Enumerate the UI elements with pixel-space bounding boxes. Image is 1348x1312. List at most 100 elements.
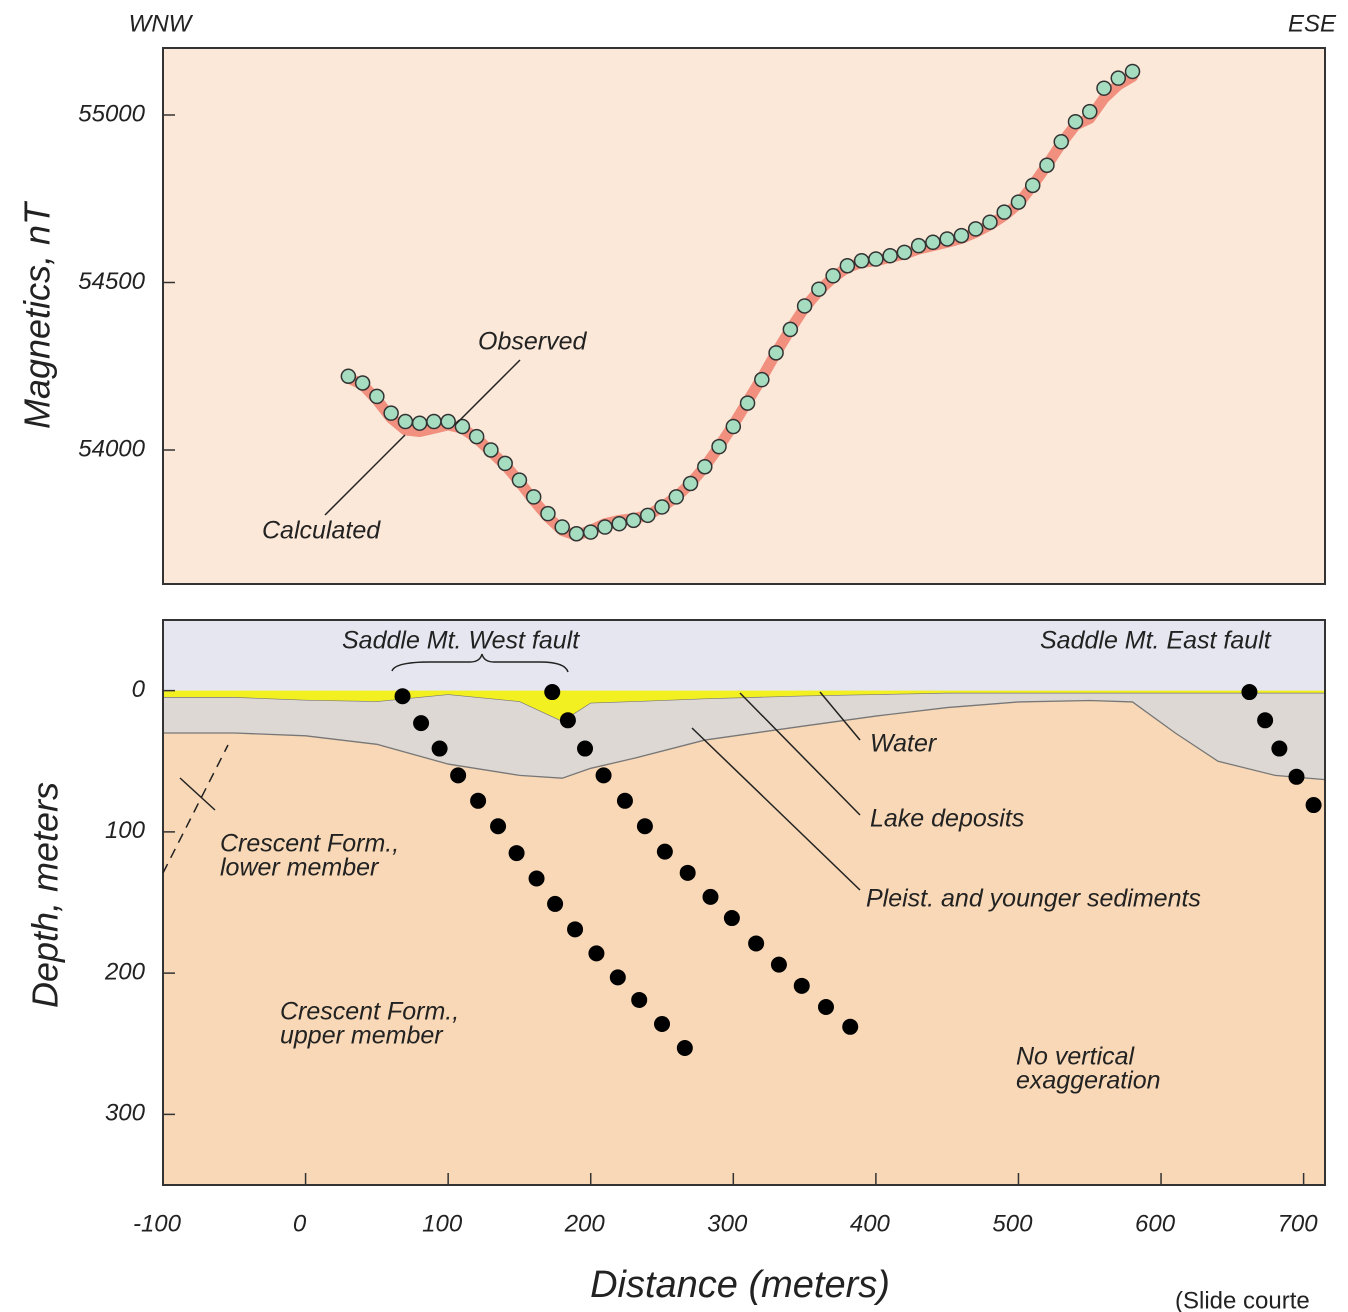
fault-point xyxy=(680,865,696,881)
observed-point xyxy=(855,254,869,268)
unit-label: upper member xyxy=(280,1022,444,1050)
observed-point xyxy=(741,396,755,410)
observed-point xyxy=(1111,71,1125,85)
observed-point xyxy=(627,513,641,527)
y-tick-label: 54000 xyxy=(78,435,145,462)
fault-point xyxy=(657,844,673,860)
x-tick-label: 0 xyxy=(293,1210,307,1237)
x-tick-label: 100 xyxy=(422,1210,463,1237)
observed-point xyxy=(726,420,740,434)
observed-point xyxy=(1040,158,1054,172)
y-tick-label: 54500 xyxy=(78,268,145,295)
series-label: Observed xyxy=(478,328,587,356)
observed-point xyxy=(1054,135,1068,149)
observed-point xyxy=(527,490,541,504)
fault-point xyxy=(1257,712,1273,728)
y-tick-label: 55000 xyxy=(78,100,145,127)
observed-point xyxy=(769,346,783,360)
observed-point xyxy=(897,245,911,259)
observed-point xyxy=(840,259,854,273)
observed-point xyxy=(598,520,612,534)
observed-point xyxy=(441,415,455,429)
fault-point xyxy=(432,741,448,757)
y-axis-title: Magnetics, nT xyxy=(17,200,58,429)
series-label: Calculated xyxy=(262,517,381,545)
observed-point xyxy=(370,389,384,403)
fault-point xyxy=(450,767,466,783)
fault-point xyxy=(771,957,787,973)
unit-label: lower member xyxy=(220,854,380,882)
fault-point xyxy=(637,818,653,834)
observed-point xyxy=(555,520,569,534)
observed-point xyxy=(969,222,983,236)
observed-point xyxy=(912,239,926,253)
fault-point xyxy=(577,741,593,757)
observed-point xyxy=(341,369,355,383)
fault-point xyxy=(654,1016,670,1032)
fault-point xyxy=(560,712,576,728)
y-tick-label: 300 xyxy=(105,1100,146,1127)
observed-point xyxy=(940,232,954,246)
observed-point xyxy=(1068,115,1082,129)
observed-point xyxy=(712,440,726,454)
layer-label: Pleist. and younger sediments xyxy=(866,885,1201,913)
observed-point xyxy=(356,376,370,390)
observed-point xyxy=(698,460,712,474)
fault-point xyxy=(529,870,545,886)
observed-point xyxy=(384,406,398,420)
observed-point xyxy=(826,269,840,283)
fault-point xyxy=(610,969,626,985)
observed-point xyxy=(398,415,412,429)
fault-point xyxy=(617,793,633,809)
observed-point xyxy=(427,415,441,429)
observed-point xyxy=(755,373,769,387)
layer-label: Lake deposits xyxy=(870,805,1024,833)
observed-point xyxy=(954,229,968,243)
note: exaggeration xyxy=(1016,1067,1161,1095)
fault-point xyxy=(842,1019,858,1035)
y-tick-label: 100 xyxy=(105,817,146,844)
fault-point xyxy=(470,793,486,809)
observed-point xyxy=(869,252,883,266)
fault-point xyxy=(544,684,560,700)
observed-point xyxy=(1083,105,1097,119)
observed-point xyxy=(669,490,683,504)
fault-point xyxy=(1288,769,1304,785)
fault-point xyxy=(1271,741,1287,757)
direction-label: WNW xyxy=(129,10,194,37)
observed-point xyxy=(812,282,826,296)
observed-point xyxy=(783,322,797,336)
fault-point xyxy=(1241,684,1257,700)
fault-point xyxy=(702,889,718,905)
observed-point xyxy=(470,430,484,444)
fault-label: Saddle Mt. West fault xyxy=(342,627,580,655)
layer-label: Water xyxy=(870,730,938,758)
observed-point xyxy=(798,299,812,313)
x-tick-label: -100 xyxy=(133,1210,182,1237)
x-axis-title: Distance (meters) xyxy=(590,1264,890,1306)
observed-point xyxy=(484,443,498,457)
fault-point xyxy=(509,845,525,861)
figure: 5400054500550000100200300-10001002003004… xyxy=(0,0,1348,1312)
fault-point xyxy=(395,688,411,704)
observed-point xyxy=(498,456,512,470)
fault-point xyxy=(588,945,604,961)
observed-point xyxy=(541,507,555,521)
fault-point xyxy=(818,999,834,1015)
observed-point xyxy=(883,249,897,263)
observed-point xyxy=(997,205,1011,219)
x-tick-label: 200 xyxy=(564,1210,606,1237)
fault-point xyxy=(567,921,583,937)
fault-point xyxy=(1306,797,1322,813)
fault-point xyxy=(677,1040,693,1056)
fault-point xyxy=(794,978,810,994)
fault-point xyxy=(596,767,612,783)
observed-point xyxy=(612,517,626,531)
direction-label: ESE xyxy=(1288,10,1337,37)
observed-point xyxy=(655,500,669,514)
y-tick-label: 200 xyxy=(104,958,146,985)
x-tick-label: 600 xyxy=(1135,1210,1176,1237)
observed-point xyxy=(1011,195,1025,209)
observed-point xyxy=(641,508,655,522)
y-axis-title: Depth, meters xyxy=(25,782,66,1008)
